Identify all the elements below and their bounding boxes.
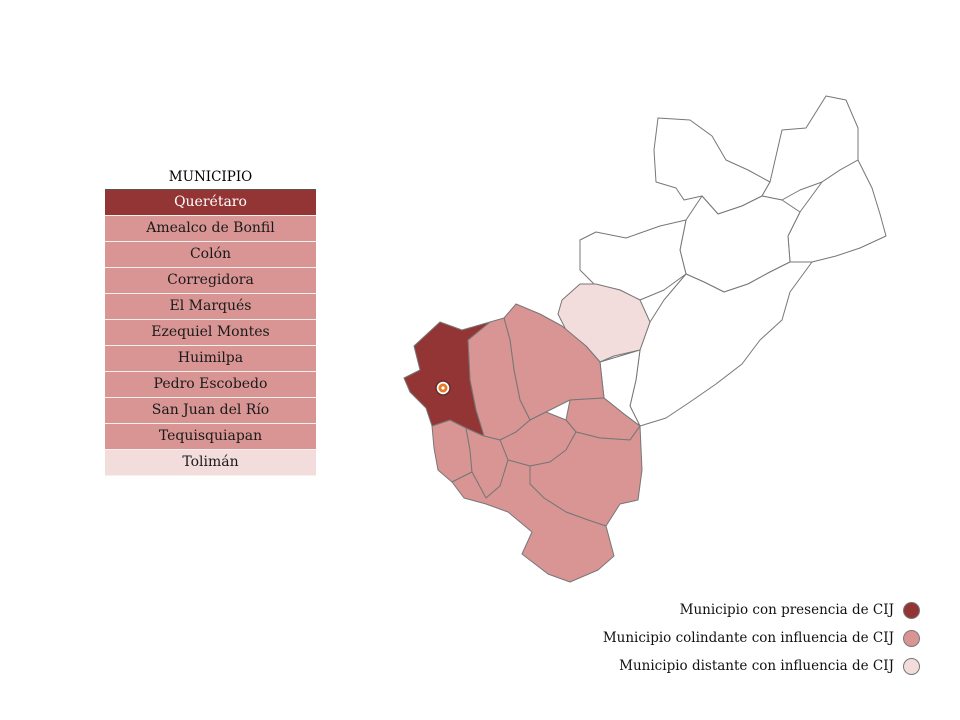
table-row: Huimilpa [105, 346, 316, 372]
municipio-table: MUNICIPIO Querétaro Amealco de Bonfil Coló… [105, 166, 316, 476]
map-legend: Municipio con presencia de CIJ Municipio… [603, 596, 920, 680]
table-row: Tolimán [105, 450, 316, 476]
municipio-queretaro[interactable] [403, 321, 491, 437]
table-row: San Juan del Río [105, 398, 316, 424]
table-row: Pedro Escobedo [105, 372, 316, 398]
legend-label-neighbor: Municipio colindante con influencia de C… [602, 630, 894, 646]
table-row: Amealco de Bonfil [105, 216, 316, 242]
table-row: Colón [105, 242, 316, 268]
municipio-norte-1[interactable] [653, 117, 771, 215]
table-row: Ezequiel Montes [105, 320, 316, 346]
legend-swatch-distant [903, 657, 920, 675]
table-row: Corregidora [105, 268, 316, 294]
legend-item-neighbor: Municipio colindante con influencia de C… [603, 624, 920, 652]
table-header: MUNICIPIO [105, 166, 316, 190]
legend-swatch-presence [903, 601, 920, 619]
legend-label-presence: Municipio con presencia de CIJ [679, 602, 894, 618]
municipio-amealco[interactable] [451, 459, 615, 583]
table-row: Querétaro [105, 190, 316, 216]
legend-label-distant: Municipio distante con influencia de CIJ [619, 658, 894, 674]
legend-item-presence: Municipio con presencia de CIJ [603, 596, 920, 624]
table-row: El Marqués [105, 294, 316, 320]
legend-item-distant: Municipio distante con influencia de CIJ [603, 652, 920, 680]
cij-location-icon[interactable] [435, 380, 451, 396]
legend-swatch-neighbor [903, 629, 920, 647]
table-row: Tequisquiapan [105, 424, 316, 450]
